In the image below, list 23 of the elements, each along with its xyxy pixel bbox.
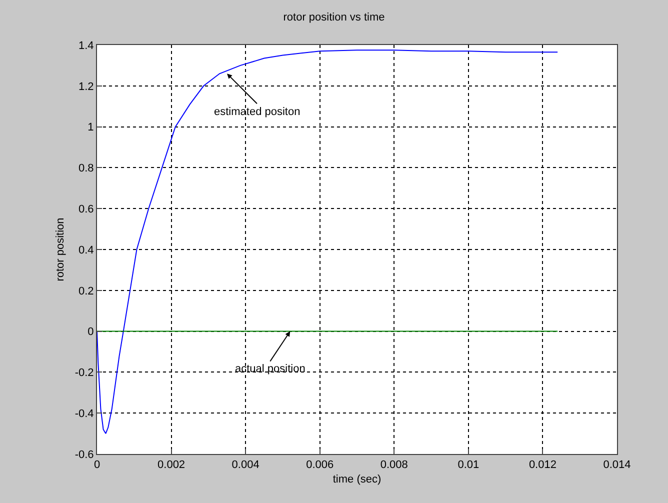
x-tick-label: 0.006 [306,459,334,472]
y-tick-label: 1.4 [78,40,94,52]
y-tick-label: -0.2 [74,367,94,380]
y-tick-label: 0.8 [78,162,94,175]
y-tick-label: 1.2 [78,80,94,93]
y-tick-label: 0.4 [78,244,94,256]
x-tick-label: 0.008 [380,459,408,472]
annotation: estimated positon [214,106,300,118]
x-tick-label: 0.012 [528,459,556,472]
y-tick-label: -0.4 [74,408,94,420]
x-tick-label: 0.01 [458,459,480,472]
y-tick-label: 1 [88,122,94,134]
x-tick-label: 0.014 [603,459,631,472]
x-tick-label: 0.004 [232,459,260,472]
y-tick-label: 0 [88,326,94,338]
y-axis-title: rotor position [54,218,66,282]
x-tick-label: 0.002 [158,459,186,472]
y-tick-label: 0.6 [78,203,94,216]
y-tick-label: -0.6 [74,448,94,461]
line-series [97,50,558,434]
chart-title: rotor position vs time [283,11,385,24]
y-tick-label: 0.2 [78,285,94,298]
x-axis-title: time (sec) [332,473,382,486]
